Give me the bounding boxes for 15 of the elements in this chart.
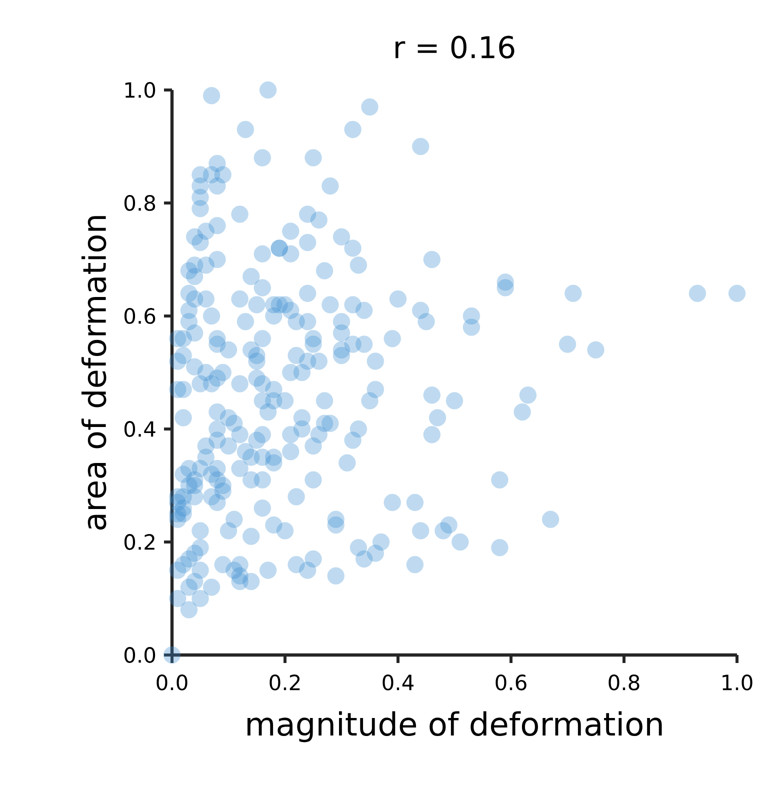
x-tick-label: 0.0: [156, 674, 188, 690]
y-tick-label: 1.0: [125, 82, 156, 98]
y-tick-label: 0.0: [124, 647, 156, 663]
x-tick-label: 0.2: [270, 674, 300, 690]
x-tick-label: 0.8: [608, 674, 640, 690]
y-tick-label: 0.6: [124, 308, 156, 324]
y-tick-label: 0.8: [124, 195, 156, 211]
y-tick-label: 0.2: [124, 534, 154, 550]
x-tick-label: 0.6: [496, 674, 526, 690]
y-axis-title: area of deformation: [81, 216, 106, 530]
x-tick-label: 0.4: [382, 674, 414, 690]
x-axis-title: magnitude of deformation: [248, 711, 662, 742]
chart-title: r = 0.16: [396, 36, 514, 58]
x-tick-label: 1.0: [722, 674, 752, 690]
y-tick-label: 0.4: [124, 421, 156, 437]
